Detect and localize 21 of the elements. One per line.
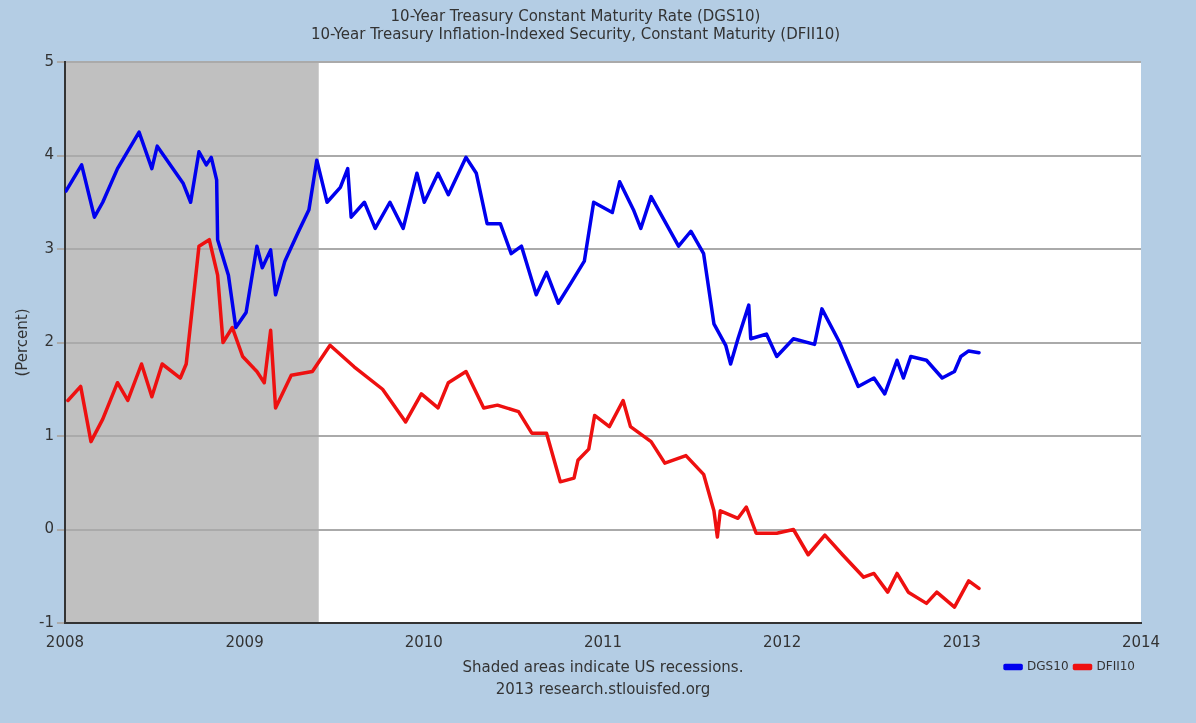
y-tick-label: 0 [44, 519, 54, 538]
y-tick-label: -1 [38, 612, 54, 631]
chart-title: 10-Year Treasury Constant Maturity Rate (DGS10) [390, 6, 761, 25]
x-tick-label: 2010 [404, 632, 443, 651]
y-tick-label: 5 [44, 51, 54, 70]
x-tick-label: 2013 [942, 632, 981, 651]
legend-label: DGS10 [1027, 659, 1069, 674]
legend-label: DFII10 [1096, 659, 1136, 674]
x-tick-label: 2011 [583, 632, 623, 651]
text: 2013 research.stlouisfed.org [495, 680, 711, 699]
y-axis-title: (Percent) [12, 308, 31, 377]
y-tick-label: 3 [44, 238, 54, 257]
chart-subtitle: 10-Year Treasury Inflation-Indexed Security, Constant Maturity (DFII10) [310, 24, 841, 43]
x-tick-label: 2012 [763, 632, 802, 651]
y-tick-label: 2 [44, 332, 54, 351]
text: Shaded areas indicate US recessions. [462, 658, 744, 677]
y-tick-label: 4 [44, 145, 54, 164]
y-tick-label: 1 [44, 425, 54, 444]
x-tick-label: 2014 [1121, 632, 1161, 651]
x-tick-label: 2009 [225, 632, 264, 651]
x-tick-label: 2008 [45, 632, 85, 651]
